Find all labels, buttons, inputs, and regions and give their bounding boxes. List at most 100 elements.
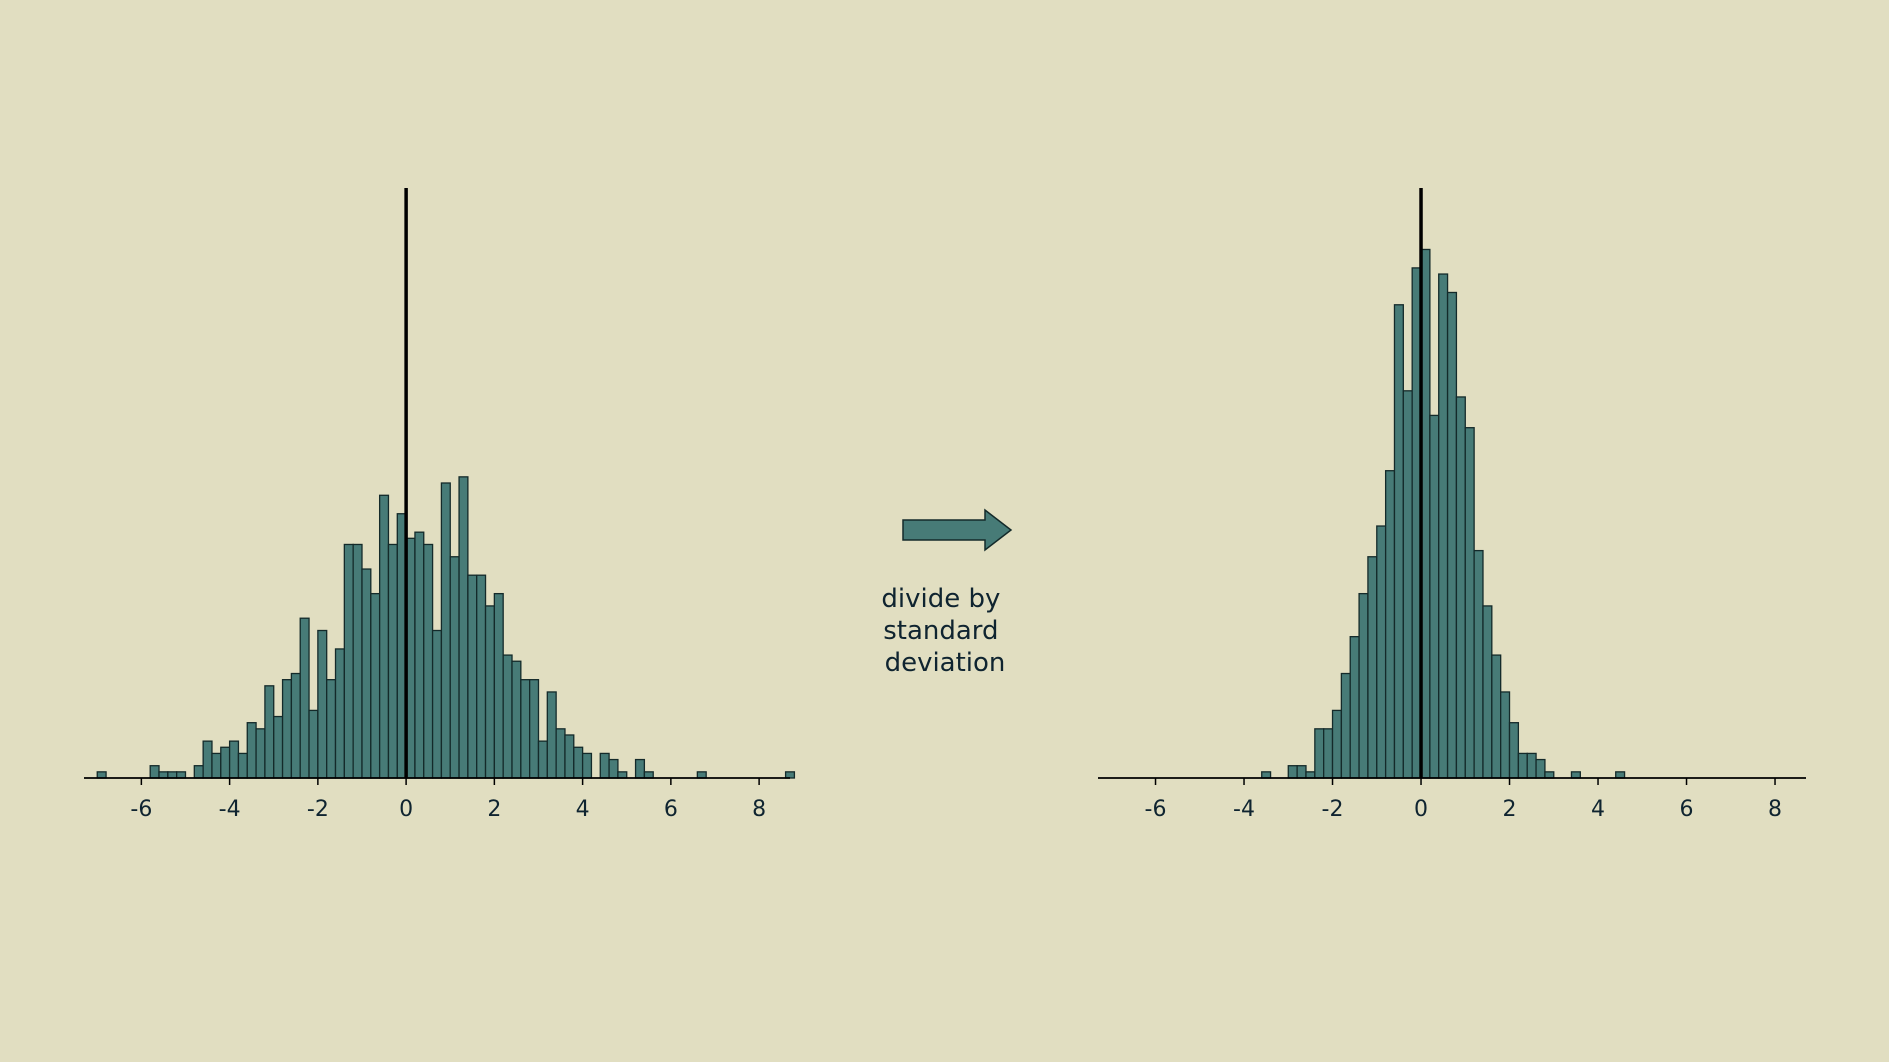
right-histogram-bar — [1323, 728, 1334, 779]
right-histogram-bar — [1384, 470, 1396, 779]
left-histogram-bar — [308, 709, 319, 779]
right-histogram-bar — [1314, 728, 1325, 779]
left-histogram-bar — [467, 574, 478, 779]
left-histogram-bar — [608, 758, 619, 779]
left-histogram-bar — [617, 771, 628, 779]
left-histogram-bar — [546, 691, 557, 779]
right-histogram-bar — [1393, 304, 1404, 779]
left-histogram-bar — [361, 568, 372, 779]
standardized-distribution-histogram: -6 -4 -2 0 2 4 6 8 — [1098, 188, 1806, 822]
left-histogram-bar — [370, 592, 381, 779]
left-histogram-bar — [484, 605, 496, 779]
left-histogram-bar — [211, 752, 222, 779]
left-x-tick-label: -2 — [307, 797, 329, 822]
right-histogram-bar — [1570, 771, 1581, 779]
left-x-tick-label: -4 — [219, 797, 241, 822]
original-distribution-histogram: -6 -4 -2 0 2 4 6 8 — [84, 188, 796, 822]
right-x-tick-label: 6 — [1680, 797, 1694, 822]
left-x-tick-label: -6 — [130, 797, 152, 822]
left-x-tick-label: 2 — [487, 797, 501, 822]
left-histogram-bar — [326, 679, 337, 779]
left-histogram-bar — [449, 556, 460, 779]
left-histogram-bar — [502, 654, 513, 779]
left-histogram-bar — [352, 543, 363, 779]
left-histogram-bar — [334, 648, 345, 779]
right-histogram-bar — [1349, 636, 1360, 779]
left-histogram-bar — [423, 543, 434, 779]
left-histogram-bar — [167, 771, 178, 779]
left-histogram-bar — [290, 672, 301, 779]
right-histogram-bar — [1358, 592, 1369, 779]
right-histogram-bar — [1402, 390, 1413, 779]
left-histogram-bar — [537, 740, 548, 779]
left-histogram-bar — [378, 494, 390, 779]
right-x-tick-label: 2 — [1503, 797, 1517, 822]
left-histogram-bar — [555, 728, 566, 779]
left-histogram-bar — [511, 660, 522, 779]
left-histogram-bar — [193, 765, 204, 779]
transform-label-line-2: standard — [883, 616, 998, 646]
left-histogram-bar — [273, 715, 284, 779]
right-histogram-bar — [1482, 605, 1493, 779]
left-histogram-bar — [264, 685, 275, 779]
left-histogram-bar — [458, 476, 469, 779]
left-histogram-bar — [414, 531, 425, 779]
right-arrow-icon — [902, 508, 1013, 552]
left-x-tick-label: 6 — [664, 797, 678, 822]
left-histogram-bar — [599, 752, 610, 779]
left-histogram-bar — [176, 771, 187, 779]
right-histogram-bar — [1526, 752, 1537, 779]
left-histogram-bar — [220, 746, 231, 779]
left-x-tick-label: 4 — [576, 797, 590, 822]
right-x-tick-label: -2 — [1322, 797, 1344, 822]
left-histogram-bar — [564, 734, 575, 779]
left-histogram-bar — [493, 592, 504, 779]
left-histogram-bar — [96, 771, 107, 779]
right-histogram-bar — [1287, 765, 1298, 779]
right-histogram-bar — [1376, 525, 1387, 779]
left-histogram-bar — [228, 740, 240, 779]
right-x-tick-label: 8 — [1768, 797, 1782, 822]
left-histogram-bar — [573, 746, 584, 779]
right-histogram-bar — [1331, 709, 1343, 779]
left-histogram-bar — [581, 752, 593, 779]
transform-label-line-3: deviation — [885, 648, 1006, 678]
right-histogram-bar — [1429, 414, 1440, 779]
right-histogram-bar — [1438, 273, 1449, 779]
right-x-tick-label: -4 — [1233, 797, 1255, 822]
right-histogram-bar — [1544, 771, 1555, 779]
left-histogram-bar — [246, 722, 257, 779]
left-histogram-bar — [317, 629, 328, 779]
right-histogram-bar — [1615, 771, 1626, 779]
left-histogram-bar — [476, 574, 487, 779]
left-histogram-bar — [696, 771, 707, 779]
left-histogram-bar — [529, 679, 540, 779]
left-histogram-bar — [299, 617, 310, 779]
right-histogram-bar — [1446, 291, 1458, 779]
right-histogram-bar — [1517, 752, 1528, 779]
right-x-tick-label: 4 — [1591, 797, 1605, 822]
left-x-tick-label: 0 — [399, 797, 413, 822]
left-histogram-bar — [431, 629, 443, 779]
left-histogram-bar — [158, 771, 169, 779]
left-histogram-bar — [202, 740, 213, 779]
right-histogram-bar — [1508, 722, 1520, 779]
left-histogram-bar — [784, 771, 796, 779]
left-histogram-bar — [149, 765, 160, 779]
right-histogram-bar — [1305, 771, 1316, 779]
left-histogram-bar — [643, 771, 654, 779]
transform-label-line-1: divide by — [881, 584, 1000, 614]
right-histogram-bar — [1367, 556, 1378, 779]
left-histogram-bar — [237, 752, 248, 779]
transform-label: divide by standard deviation — [881, 584, 1008, 678]
right-histogram-bar — [1491, 654, 1502, 779]
transform-annotation: divide by standard deviation — [881, 508, 1013, 678]
right-histogram-bar — [1500, 691, 1511, 779]
right-x-tick-label: -6 — [1145, 797, 1167, 822]
right-histogram-bar — [1455, 396, 1466, 779]
left-histogram-bar — [343, 543, 354, 779]
right-histogram-bar — [1340, 672, 1351, 779]
right-histogram-bar — [1473, 549, 1484, 779]
